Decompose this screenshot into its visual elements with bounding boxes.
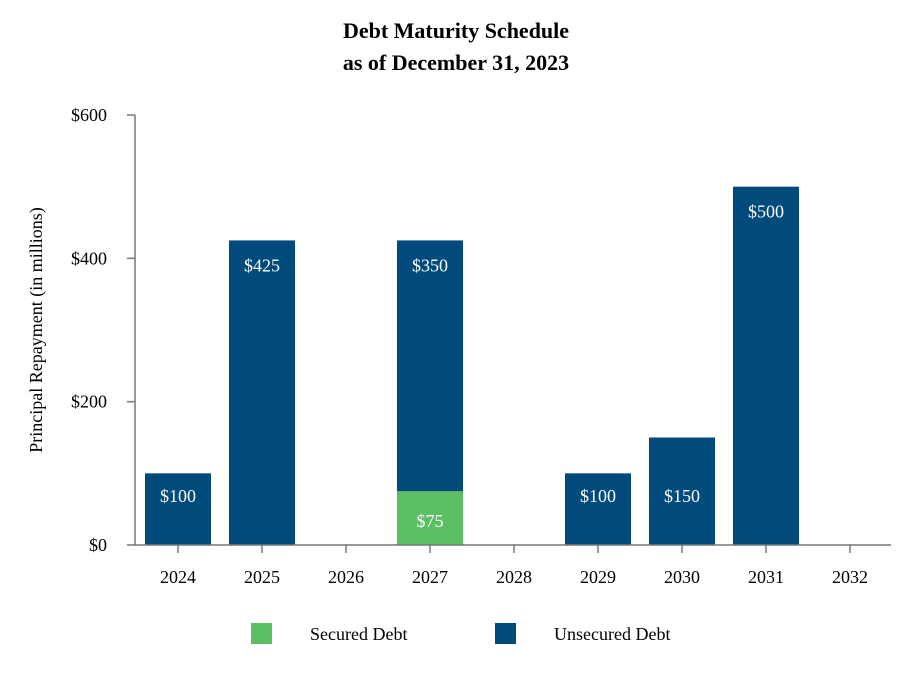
y-tick-label: $0 (89, 535, 107, 555)
data-label: $75 (417, 511, 444, 531)
data-label: $425 (244, 255, 280, 275)
bar-secured-debt-2027 (397, 491, 463, 545)
bar-unsecured-debt-2029 (565, 473, 631, 545)
legend-swatch-secured-debt (251, 623, 272, 644)
data-label: $100 (580, 486, 616, 506)
x-tick-label: 2026 (328, 567, 364, 587)
x-tick-label: 2027 (412, 567, 448, 587)
y-tick-label: $400 (71, 248, 107, 268)
data-label: $100 (160, 486, 196, 506)
data-label: $350 (412, 255, 448, 275)
x-tick-label: 2031 (748, 567, 784, 587)
x-tick-label: 2025 (244, 567, 280, 587)
x-tick-label: 2032 (832, 567, 868, 587)
x-tick-label: 2024 (160, 567, 196, 587)
bar-unsecured-debt-2031 (733, 186, 799, 545)
y-tick-label: $200 (71, 392, 107, 412)
chart-subtitle: as of December 31, 2023 (343, 50, 569, 75)
y-tick-label: $600 (71, 105, 107, 125)
x-tick-label: 2029 (580, 567, 616, 587)
legend-label: Secured Debt (310, 624, 407, 644)
data-label: $500 (748, 202, 784, 222)
y-axis-label: Principal Repayment (in millions) (26, 207, 47, 452)
bar-unsecured-debt-2030 (649, 437, 715, 545)
legend-label: Unsecured Debt (554, 624, 670, 644)
x-tick-label: 2028 (496, 567, 532, 587)
bar-unsecured-debt-2025 (229, 240, 295, 545)
data-label: $150 (664, 486, 700, 506)
chart-title: Debt Maturity Schedule (343, 18, 569, 43)
x-tick-label: 2030 (664, 567, 700, 587)
bar-unsecured-debt-2024 (145, 473, 211, 545)
legend-swatch-unsecured-debt (495, 623, 516, 644)
bar-unsecured-debt-2027 (397, 240, 463, 492)
